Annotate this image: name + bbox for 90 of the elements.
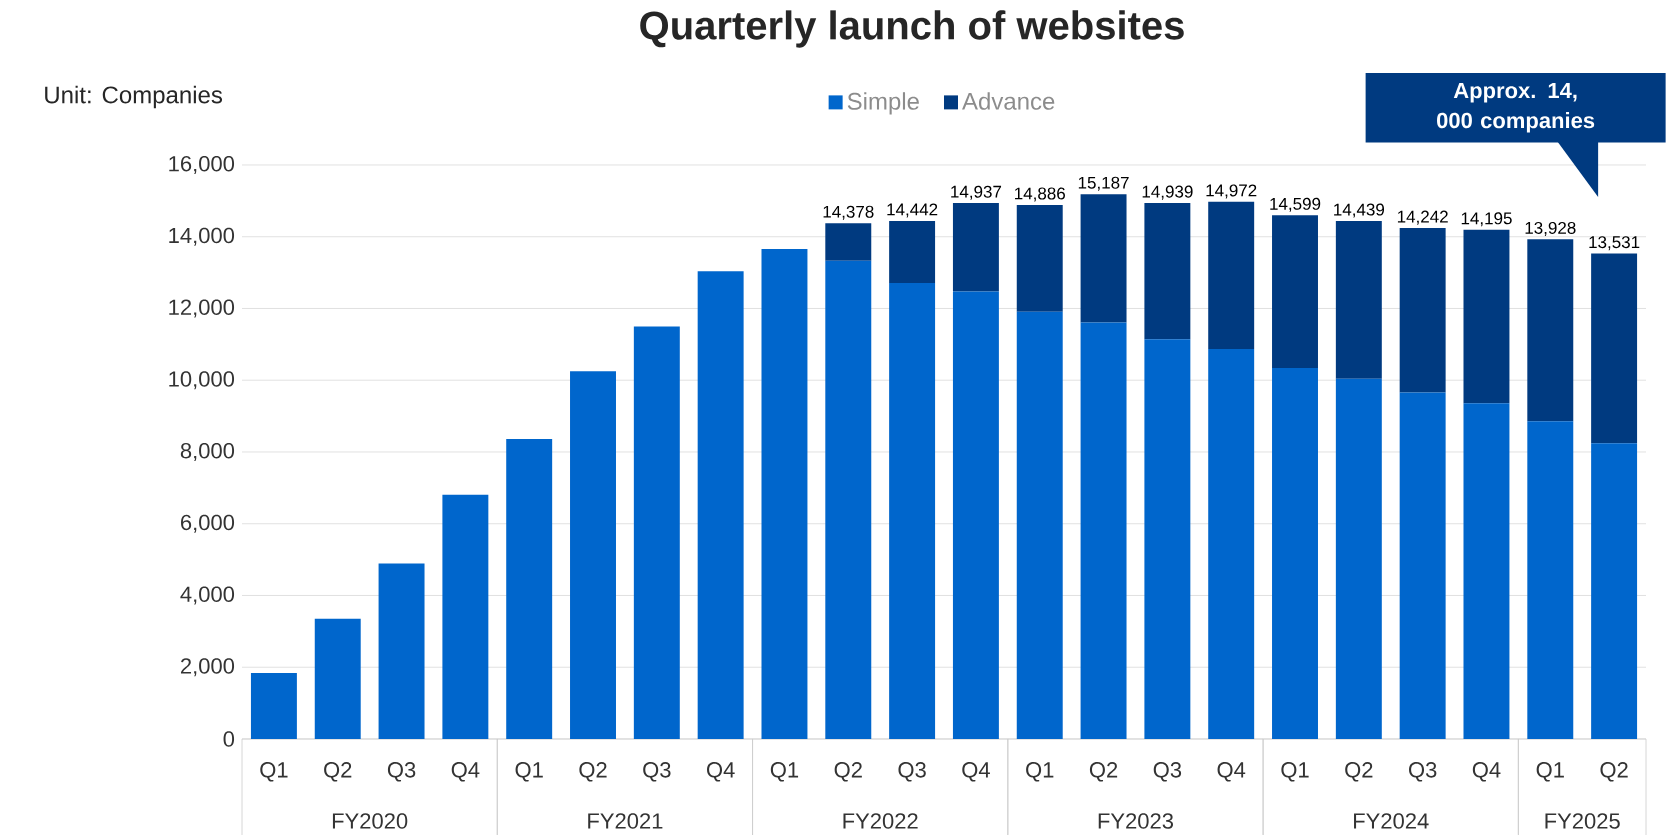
- x-tick-label: Q1: [1026, 762, 1054, 782]
- bar: [825, 260, 872, 739]
- bar: [1591, 443, 1638, 739]
- bar: [1144, 203, 1191, 340]
- legend-label: Simple: [847, 92, 919, 115]
- bar: [889, 283, 936, 739]
- bar: [1208, 349, 1255, 739]
- bar: [1208, 201, 1255, 350]
- y-tick-label: 4,000: [180, 586, 235, 605]
- x-tick-label: Q3: [1409, 762, 1437, 782]
- bar: [952, 203, 999, 292]
- bar: [442, 494, 489, 739]
- bar: [1272, 215, 1318, 369]
- bar: [761, 248, 808, 739]
- total-label: 14,242: [1397, 210, 1448, 225]
- total-label: 14,886: [1015, 187, 1065, 202]
- bar: [570, 371, 616, 739]
- x-tick-label: Q2: [324, 762, 352, 782]
- bar: [1080, 194, 1127, 323]
- bar: [1527, 239, 1574, 422]
- total-label: 14,439: [1334, 203, 1385, 218]
- x-tick-label: Q3: [898, 762, 926, 782]
- bar: [1144, 339, 1191, 739]
- x-tick-label: Q2: [579, 762, 607, 782]
- x-tick-label: Q4: [962, 762, 990, 782]
- text: FY2025: [1545, 813, 1620, 829]
- total-label: 14,195: [1461, 212, 1512, 227]
- legend-label: Advance: [962, 92, 1055, 110]
- bar: [314, 618, 361, 739]
- bar: [1335, 220, 1382, 379]
- bar: [250, 672, 297, 739]
- x-tick-label: Q1: [770, 762, 799, 782]
- text: FY2020: [332, 813, 408, 829]
- y-tick-label: 2,000: [180, 658, 235, 677]
- total-label: 15,187: [1078, 176, 1129, 191]
- text: Approx. 14, 000 companies: [1437, 82, 1595, 133]
- text: FY2022: [843, 813, 918, 829]
- bar: [1016, 204, 1063, 312]
- bar: [506, 439, 553, 739]
- bar: [1463, 403, 1510, 739]
- bar: [889, 220, 936, 284]
- text: FY2021: [588, 813, 663, 829]
- bar: [825, 223, 872, 261]
- x-tick-label: Q1: [515, 762, 543, 782]
- bar: [1399, 392, 1446, 739]
- y-tick-label: 12,000: [169, 299, 235, 318]
- bar: [697, 271, 744, 739]
- x-tick-label: Q2: [834, 762, 862, 782]
- x-tick-label: Q1: [260, 762, 288, 782]
- total-label: 13,928: [1525, 221, 1576, 236]
- bar: [1272, 368, 1318, 739]
- total-label: 14,972: [1206, 184, 1257, 199]
- y-tick-label: 14,000: [169, 227, 235, 246]
- y-axis-title: Unit: Companies: [45, 85, 223, 109]
- total-label: 14,442: [887, 203, 938, 218]
- x-tick-label: Q2: [1600, 762, 1628, 782]
- total-label: 14,937: [951, 185, 1002, 200]
- x-tick-label: Q3: [387, 762, 416, 782]
- y-tick-label: 10,000: [169, 371, 235, 390]
- y-tick-label: 0: [223, 731, 235, 747]
- chart-title: Quarterly launch of websites: [640, 10, 1184, 48]
- y-tick-label: 6,000: [181, 514, 235, 533]
- text: FY2023: [1098, 813, 1174, 829]
- total-label: 14,378: [823, 205, 874, 220]
- bar: [1080, 322, 1127, 739]
- bar: [633, 326, 680, 739]
- bar: [1399, 228, 1446, 393]
- x-tick-label: Q1: [1536, 762, 1564, 782]
- bar: [378, 563, 425, 739]
- x-tick-label: Q1: [1281, 762, 1309, 782]
- x-tick-label: Q4: [451, 762, 480, 782]
- bar: [1527, 421, 1574, 739]
- bar: [1016, 311, 1063, 739]
- bar: [1335, 378, 1382, 739]
- total-label: 14,939: [1142, 185, 1193, 200]
- x-tick-label: Q2: [1345, 762, 1373, 782]
- x-tick-label: Q3: [643, 762, 671, 782]
- x-tick-label: Q4: [1472, 762, 1501, 782]
- bar: [952, 291, 999, 739]
- y-tick-label: 16,000: [169, 155, 235, 175]
- x-tick-label: Q4: [1217, 762, 1246, 782]
- y-tick-label: 8,000: [180, 442, 235, 462]
- total-label: 14,599: [1270, 197, 1321, 212]
- x-tick-label: Q2: [1089, 762, 1118, 782]
- bar: [1591, 253, 1638, 444]
- text: FY2024: [1354, 813, 1429, 829]
- x-tick-label: Q4: [707, 762, 735, 782]
- bar: [1463, 229, 1510, 404]
- x-tick-label: Q3: [1153, 762, 1182, 782]
- total-label: 13,531: [1589, 236, 1640, 251]
